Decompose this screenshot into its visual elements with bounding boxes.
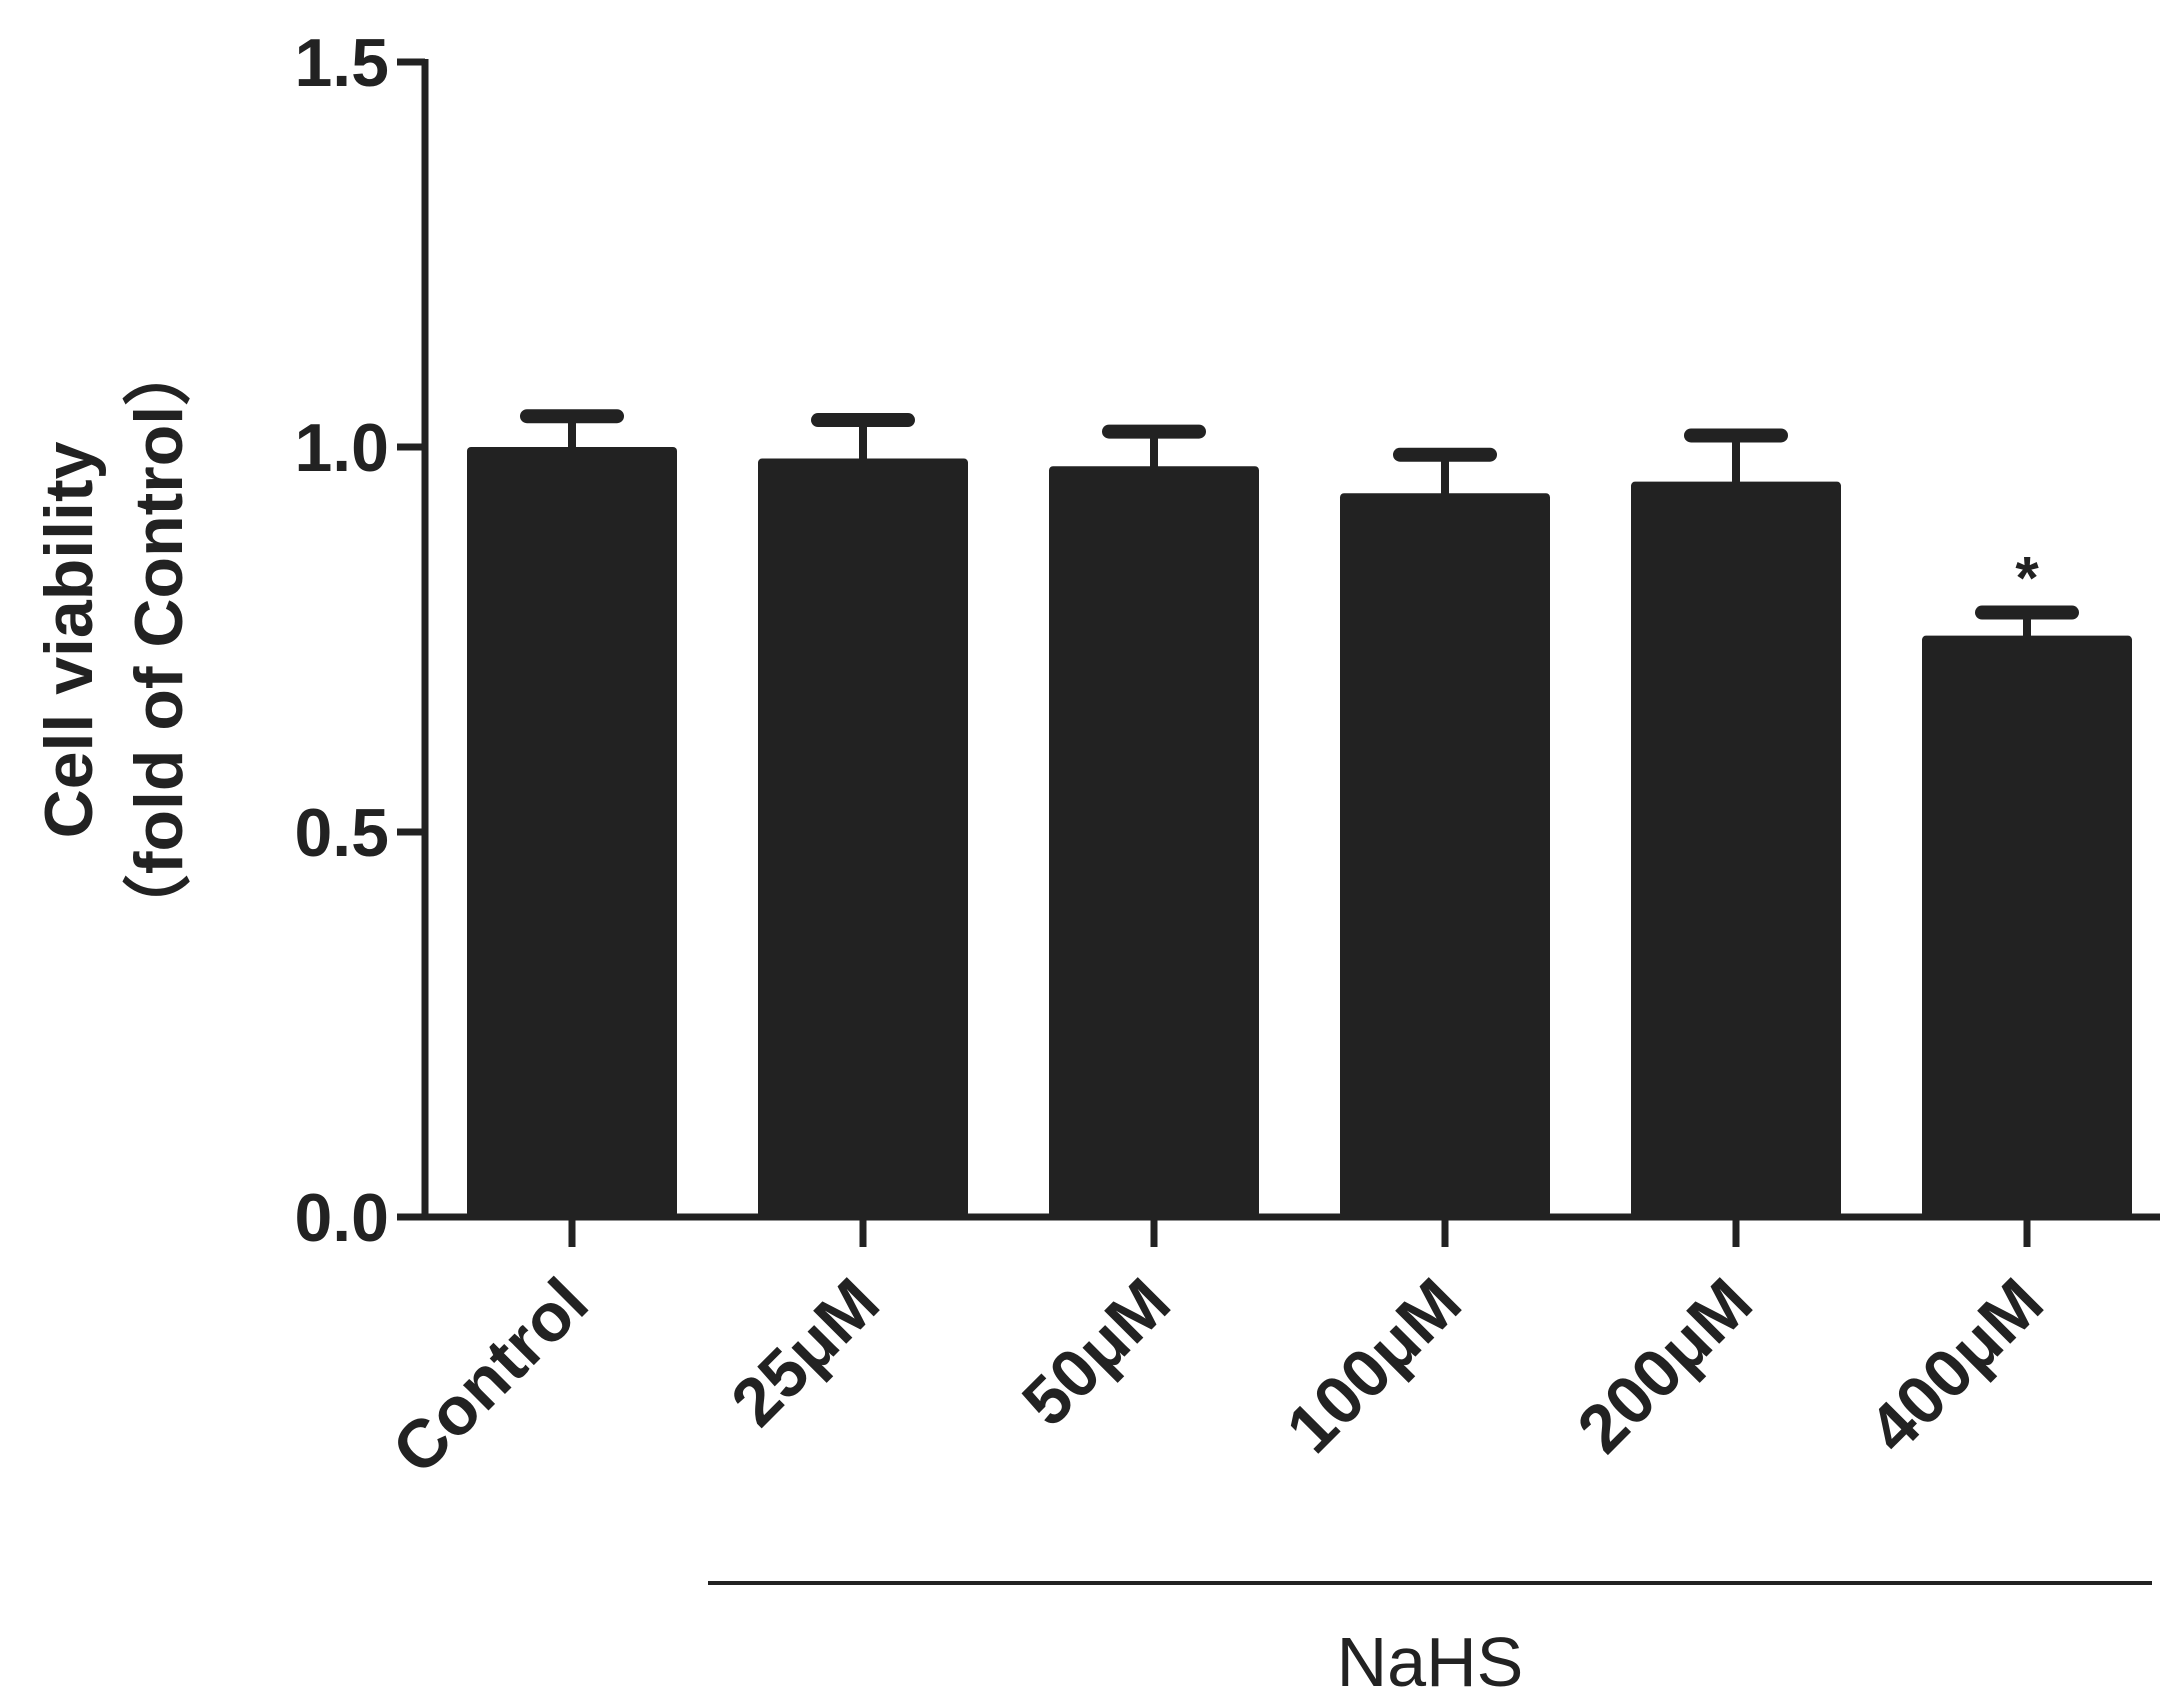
bar [758, 458, 968, 1217]
y-axis-title-line1: Cell viability [31, 441, 107, 838]
bar [1049, 466, 1259, 1217]
y-tick-label: 1.5 [294, 25, 389, 101]
bar [1340, 493, 1550, 1217]
x-tick-label: 25μM [717, 1264, 894, 1441]
group-bracket: NaHS [708, 1581, 2152, 1701]
x-tick-label: 50μM [1008, 1264, 1185, 1441]
bar [467, 447, 677, 1217]
bar [1922, 635, 2132, 1217]
y-tick-label: 1.0 [294, 410, 389, 486]
bar [1631, 481, 1841, 1217]
x-tick-label: Control [378, 1264, 603, 1489]
x-tick-label: 200μM [1563, 1264, 1766, 1467]
x-tick-label: 400μM [1854, 1264, 2057, 1467]
significance-label: * [2015, 545, 2039, 612]
plot-area: 0.0 0.5 1.0 1.5 Control 25μM 50μM 100μM 200μM 400… [294, 25, 2132, 1489]
y-tick-label: 0.0 [294, 1180, 389, 1256]
y-axis-title: Cell viability （fold of Control） [31, 338, 197, 942]
y-axis-title-line2: （fold of Control） [121, 338, 197, 942]
group-label: NaHS [1337, 1623, 1524, 1701]
y-tick-label: 0.5 [294, 795, 389, 871]
x-tick-label: 100μM [1272, 1264, 1475, 1467]
